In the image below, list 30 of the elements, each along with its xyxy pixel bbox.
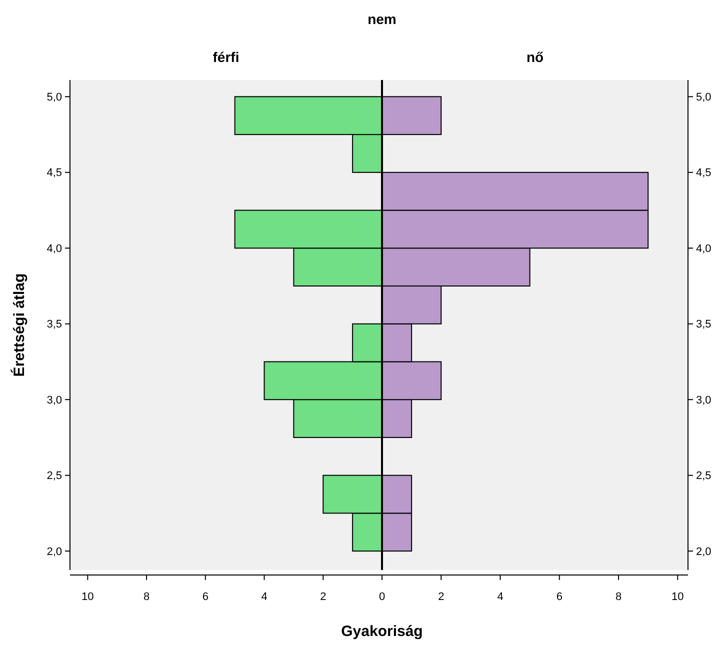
y-tick-label: 3,5 bbox=[46, 318, 62, 331]
chart-title: nem bbox=[368, 11, 396, 27]
y-tick-label: 4,0 bbox=[46, 242, 62, 255]
x-tick-label: 0 bbox=[378, 591, 386, 603]
chart-subtitle: nő bbox=[526, 49, 544, 65]
y-tick-label: 4,5 bbox=[46, 167, 62, 180]
x-tick-label: 2 bbox=[438, 591, 444, 603]
chart-subtitle: férfi bbox=[212, 49, 240, 65]
y-tick-label: 5,0 bbox=[696, 92, 712, 104]
x-tick-label: 6 bbox=[556, 591, 562, 603]
x-tick-label: 4 bbox=[497, 591, 504, 603]
y-tick-label: 4,0 bbox=[696, 242, 712, 255]
y-tick-label: 3,0 bbox=[46, 394, 62, 406]
x-tick-label: 6 bbox=[202, 591, 208, 603]
x-tick-label: 8 bbox=[143, 591, 150, 603]
x-tick-label: 2 bbox=[320, 591, 326, 603]
y-tick-label: 3,0 bbox=[696, 394, 712, 406]
y-tick-label: 2,5 bbox=[696, 470, 712, 482]
y-tick-label: 5,0 bbox=[46, 92, 62, 104]
y-axis-title: Érettségi átlag bbox=[10, 273, 28, 377]
y-tick-label: 3,5 bbox=[696, 318, 712, 331]
x-axis-title: Gyakoriság bbox=[341, 623, 423, 640]
x-tick-label: 10 bbox=[82, 591, 94, 603]
x-tick-label: 10 bbox=[672, 591, 684, 603]
y-tick-label: 4,5 bbox=[696, 167, 712, 180]
x-tick-label: 8 bbox=[615, 591, 622, 603]
y-tick-label: 2,0 bbox=[696, 546, 712, 558]
y-tick-label: 2,5 bbox=[46, 470, 62, 482]
y-tick-label: 2,0 bbox=[46, 546, 62, 558]
x-tick-label: 4 bbox=[261, 591, 268, 603]
